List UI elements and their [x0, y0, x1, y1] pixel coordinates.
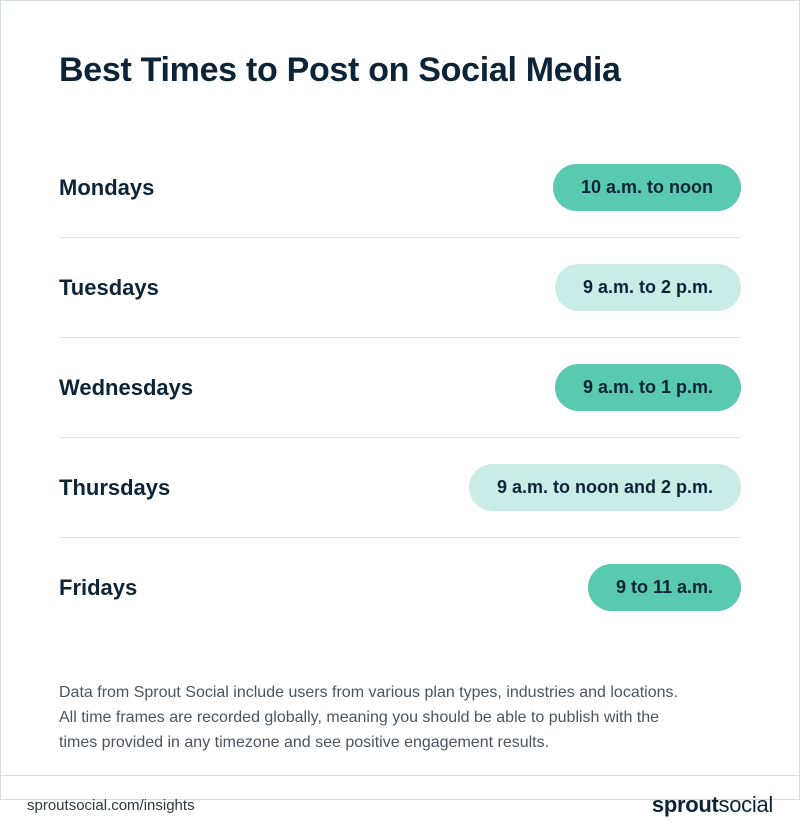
- day-label: Tuesdays: [59, 275, 159, 301]
- day-label: Thursdays: [59, 475, 170, 501]
- day-label: Wednesdays: [59, 375, 193, 401]
- logo-light: social: [719, 792, 773, 817]
- main-panel: Best Times to Post on Social Media Monda…: [1, 1, 799, 775]
- day-label: Fridays: [59, 575, 137, 601]
- logo-bold: sprout: [652, 792, 719, 817]
- table-row: Thursdays 9 a.m. to noon and 2 p.m.: [59, 438, 741, 538]
- time-pill: 10 a.m. to noon: [553, 164, 741, 211]
- time-pill: 9 a.m. to 1 p.m.: [555, 364, 741, 411]
- time-pill: 9 a.m. to 2 p.m.: [555, 264, 741, 311]
- infographic-container: Best Times to Post on Social Media Monda…: [0, 0, 800, 800]
- footer-url: sproutsocial.com/insights: [27, 797, 195, 814]
- table-row: Mondays 10 a.m. to noon: [59, 138, 741, 238]
- brand-logo: sproutsocial: [652, 792, 773, 818]
- time-pill: 9 a.m. to noon and 2 p.m.: [469, 464, 741, 511]
- day-label: Mondays: [59, 175, 154, 201]
- time-pill: 9 to 11 a.m.: [588, 564, 741, 611]
- disclaimer-text: Data from Sprout Social include users fr…: [59, 681, 699, 755]
- footer-bar: sproutsocial.com/insights sproutsocial: [1, 775, 799, 834]
- table-row: Tuesdays 9 a.m. to 2 p.m.: [59, 238, 741, 338]
- page-title: Best Times to Post on Social Media: [59, 51, 741, 90]
- table-row: Fridays 9 to 11 a.m.: [59, 538, 741, 637]
- table-row: Wednesdays 9 a.m. to 1 p.m.: [59, 338, 741, 438]
